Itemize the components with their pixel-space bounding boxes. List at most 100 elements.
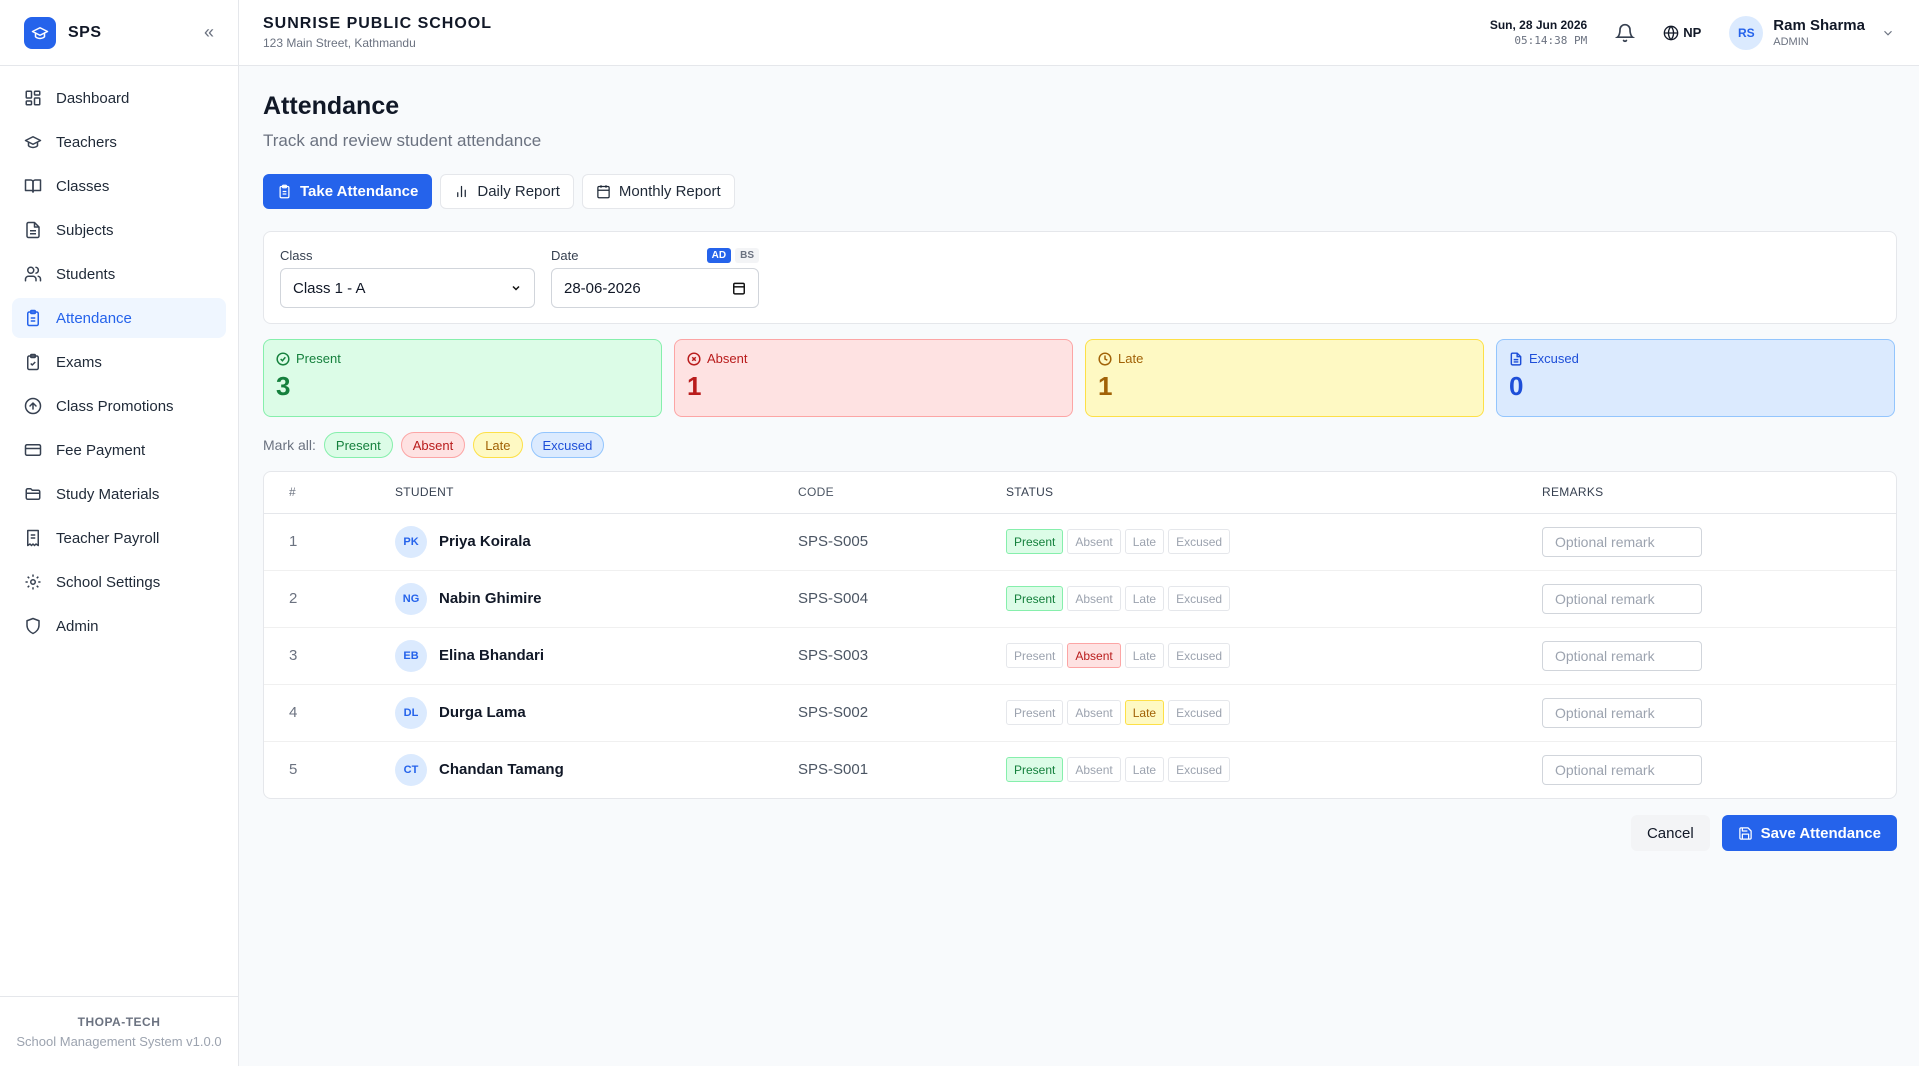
- sidebar-item-attendance[interactable]: Attendance: [12, 298, 226, 338]
- language-switch[interactable]: NP: [1663, 25, 1701, 41]
- toggle-ad[interactable]: AD: [706, 247, 732, 263]
- status-late-button[interactable]: Late: [1124, 586, 1165, 611]
- mark-all-present-button[interactable]: Present: [323, 432, 393, 458]
- remark-input[interactable]: [1542, 640, 1702, 671]
- page-title: Attendance: [263, 92, 400, 120]
- collapse-sidebar-icon[interactable]: «: [203, 22, 214, 42]
- status-late-button[interactable]: Late: [1124, 700, 1165, 725]
- remarks-cell: [1542, 627, 1896, 685]
- status-excused-button[interactable]: Excused: [1168, 586, 1231, 611]
- status-late-button[interactable]: Late: [1124, 529, 1165, 554]
- status-late-button[interactable]: Late: [1124, 643, 1165, 668]
- sidebar-item-study-materials[interactable]: Study Materials: [12, 474, 226, 514]
- status-excused-button[interactable]: Excused: [1168, 700, 1231, 725]
- status-late-button[interactable]: Late: [1124, 757, 1165, 783]
- calendar-toggle: AD BS: [703, 247, 759, 263]
- sidebar-item-label: Study Materials: [56, 485, 160, 503]
- status-excused-button[interactable]: Excused: [1168, 529, 1231, 554]
- graduation-cap-logo-icon: [24, 16, 56, 49]
- language-label: NP: [1683, 25, 1702, 40]
- date-input[interactable]: 28-06-2026: [551, 268, 759, 308]
- remark-input[interactable]: [1542, 754, 1702, 785]
- tab-label: Daily Report: [477, 183, 560, 200]
- cancel-button[interactable]: Cancel: [1630, 815, 1710, 851]
- school-info: SUNRISE PUBLIC SCHOOL 123 Main Street, K…: [263, 15, 492, 50]
- stat-excused-value: 0: [1509, 371, 1524, 401]
- sidebar-item-class-promotions[interactable]: Class Promotions: [12, 386, 226, 426]
- status-cell: Present Absent Late Excused: [1006, 513, 1542, 571]
- sidebar: SPS « Dashboard Teachers Classes Subject…: [0, 0, 239, 1066]
- student-cell: NG Nabin Ghimire: [395, 570, 798, 628]
- sidebar-item-dashboard[interactable]: Dashboard: [12, 78, 226, 118]
- sidebar-item-label: Classes: [56, 177, 110, 195]
- save-attendance-button[interactable]: Save Attendance: [1721, 815, 1897, 851]
- stat-present-label: Present: [276, 351, 649, 366]
- sidebar-item-fee-payment[interactable]: Fee Payment: [12, 430, 226, 470]
- mark-all-label: Mark all:: [263, 437, 316, 453]
- user-role: ADMIN: [1773, 36, 1809, 48]
- status-present-button[interactable]: Present: [1006, 757, 1064, 783]
- status-absent-button[interactable]: Absent: [1067, 757, 1121, 783]
- class-select[interactable]: Class 1 - A: [280, 268, 535, 308]
- clipboard-icon: [27, 309, 39, 327]
- status-absent-button[interactable]: Absent: [1067, 586, 1121, 611]
- status-absent-button[interactable]: Absent: [1067, 700, 1121, 725]
- status-toggle-group: Present Absent Late Excused: [1006, 586, 1542, 611]
- student-name: Chandan Tamang: [439, 761, 564, 779]
- stat-label-text: Absent: [707, 351, 748, 366]
- sidebar-item-exams[interactable]: Exams: [12, 342, 226, 382]
- calendar-icon: [733, 282, 745, 295]
- user-menu[interactable]: RS Ram Sharma ADMIN: [1729, 15, 1895, 50]
- remark-input[interactable]: [1542, 697, 1702, 728]
- student-cell: PK Priya Koirala: [395, 513, 798, 571]
- tab-take-attendance[interactable]: Take Attendance: [263, 174, 433, 209]
- save-label: Save Attendance: [1760, 824, 1881, 842]
- mark-all-absent-button[interactable]: Absent: [400, 432, 466, 458]
- mark-all-excused-button[interactable]: Excused: [530, 432, 605, 458]
- save-icon: [1738, 826, 1752, 840]
- stat-late: Late 1: [1085, 339, 1484, 417]
- sidebar-item-classes[interactable]: Classes: [12, 166, 226, 206]
- stat-label-text: Excused: [1529, 351, 1579, 366]
- bell-icon[interactable]: [1615, 23, 1636, 43]
- status-present-button[interactable]: Present: [1006, 700, 1064, 725]
- mark-all-late-button[interactable]: Late: [473, 432, 523, 458]
- toggle-bs[interactable]: BS: [735, 247, 759, 263]
- sidebar-item-label: Exams: [56, 353, 102, 371]
- school-address: 123 Main Street, Kathmandu: [263, 36, 416, 50]
- status-absent-button[interactable]: Absent: [1067, 643, 1121, 668]
- row-number: 4: [264, 684, 395, 742]
- sidebar-item-subjects[interactable]: Subjects: [12, 210, 226, 250]
- status-toggle-group: Present Absent Late Excused: [1006, 700, 1542, 725]
- status-present-button[interactable]: Present: [1006, 643, 1064, 668]
- stat-present: Present 3: [263, 339, 662, 417]
- student-cell: DL Durga Lama: [395, 684, 798, 742]
- stat-excused: Excused 0: [1496, 339, 1895, 417]
- status-cell: Present Absent Late Excused: [1006, 570, 1542, 628]
- stat-absent: Absent 1: [674, 339, 1073, 417]
- status-excused-button[interactable]: Excused: [1168, 643, 1231, 668]
- tab-monthly-report[interactable]: Monthly Report: [581, 174, 735, 209]
- status-absent-button[interactable]: Absent: [1067, 529, 1121, 554]
- remarks-cell: [1542, 570, 1896, 628]
- status-present-button[interactable]: Present: [1006, 529, 1064, 554]
- tabs: Take Attendance Daily Report Monthly Rep…: [263, 174, 1897, 209]
- stat-present-value: 3: [276, 371, 291, 401]
- graduation-cap-icon: [24, 136, 42, 149]
- remark-input[interactable]: [1542, 526, 1702, 557]
- tab-daily-report[interactable]: Daily Report: [440, 174, 574, 209]
- status-excused-button[interactable]: Excused: [1168, 757, 1231, 783]
- row-number: 3: [264, 627, 395, 685]
- sidebar-item-admin[interactable]: Admin: [12, 606, 226, 646]
- page-subtitle: Track and review student attendance: [263, 131, 542, 150]
- status-present-button[interactable]: Present: [1006, 586, 1064, 611]
- avatar: RS: [1729, 15, 1764, 50]
- sidebar-item-label: Attendance: [56, 309, 132, 327]
- sidebar-item-students[interactable]: Students: [12, 254, 226, 294]
- row-number: 1: [264, 513, 395, 571]
- sidebar-item-teachers[interactable]: Teachers: [12, 122, 226, 162]
- sidebar-item-school-settings[interactable]: School Settings: [12, 562, 226, 602]
- stat-late-value: 1: [1098, 371, 1113, 401]
- sidebar-item-teacher-payroll[interactable]: Teacher Payroll: [12, 518, 226, 558]
- remark-input[interactable]: [1542, 583, 1702, 614]
